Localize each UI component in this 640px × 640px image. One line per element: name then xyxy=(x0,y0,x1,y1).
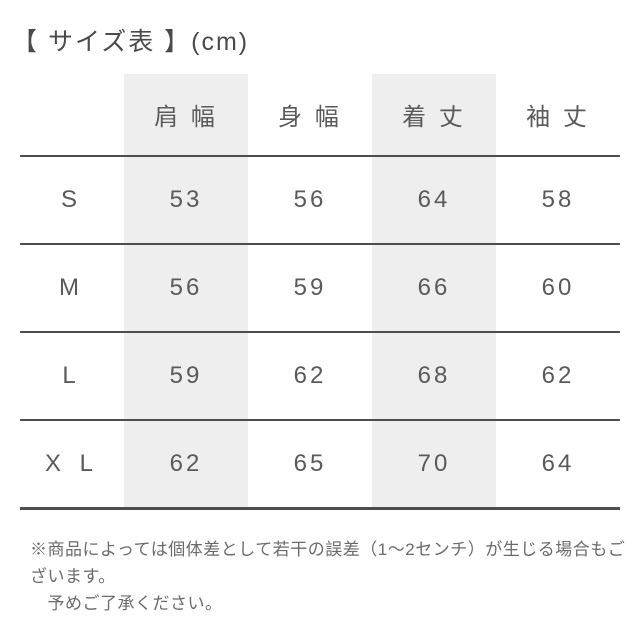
col-header-blank xyxy=(20,74,124,156)
col-header-shoulder: 肩 幅 xyxy=(124,74,248,156)
row-size-label: S xyxy=(20,156,124,244)
footnote-line1: ※商品によっては個体差として若干の誤差（1〜2センチ）が生じる場合もございます。 xyxy=(30,536,640,590)
table-header-row: 肩 幅 身 幅 着 丈 袖 丈 xyxy=(20,74,620,156)
table-row: M 56 59 66 60 xyxy=(20,244,620,332)
cell-value: 59 xyxy=(124,332,248,420)
cell-value: 66 xyxy=(372,244,496,332)
size-table-container: 肩 幅 身 幅 着 丈 袖 丈 S 53 56 64 58 M 56 59 66… xyxy=(20,74,620,510)
table-row: X L 62 65 70 64 xyxy=(20,420,620,508)
row-size-label: X L xyxy=(20,420,124,508)
cell-value: 64 xyxy=(372,156,496,244)
cell-value: 62 xyxy=(496,332,620,420)
col-header-sleeve: 袖 丈 xyxy=(496,74,620,156)
cell-value: 70 xyxy=(372,420,496,508)
table-row: S 53 56 64 58 xyxy=(20,156,620,244)
cell-value: 62 xyxy=(248,332,372,420)
footnote: ※商品によっては個体差として若干の誤差（1〜2センチ）が生じる場合もございます。… xyxy=(30,536,640,618)
footnote-line2: 予めご了承ください。 xyxy=(30,590,640,617)
cell-value: 58 xyxy=(496,156,620,244)
row-size-label: L xyxy=(20,332,124,420)
page-title: 【 サイズ表 】(cm) xyxy=(12,22,249,58)
table-row: L 59 62 68 62 xyxy=(20,332,620,420)
col-header-body-width: 身 幅 xyxy=(248,74,372,156)
cell-value: 53 xyxy=(124,156,248,244)
row-size-label: M xyxy=(20,244,124,332)
col-header-length: 着 丈 xyxy=(372,74,496,156)
cell-value: 59 xyxy=(248,244,372,332)
cell-value: 56 xyxy=(248,156,372,244)
cell-value: 68 xyxy=(372,332,496,420)
cell-value: 62 xyxy=(124,420,248,508)
cell-value: 56 xyxy=(124,244,248,332)
cell-value: 60 xyxy=(496,244,620,332)
size-table: 肩 幅 身 幅 着 丈 袖 丈 S 53 56 64 58 M 56 59 66… xyxy=(20,74,620,510)
cell-value: 64 xyxy=(496,420,620,508)
cell-value: 65 xyxy=(248,420,372,508)
